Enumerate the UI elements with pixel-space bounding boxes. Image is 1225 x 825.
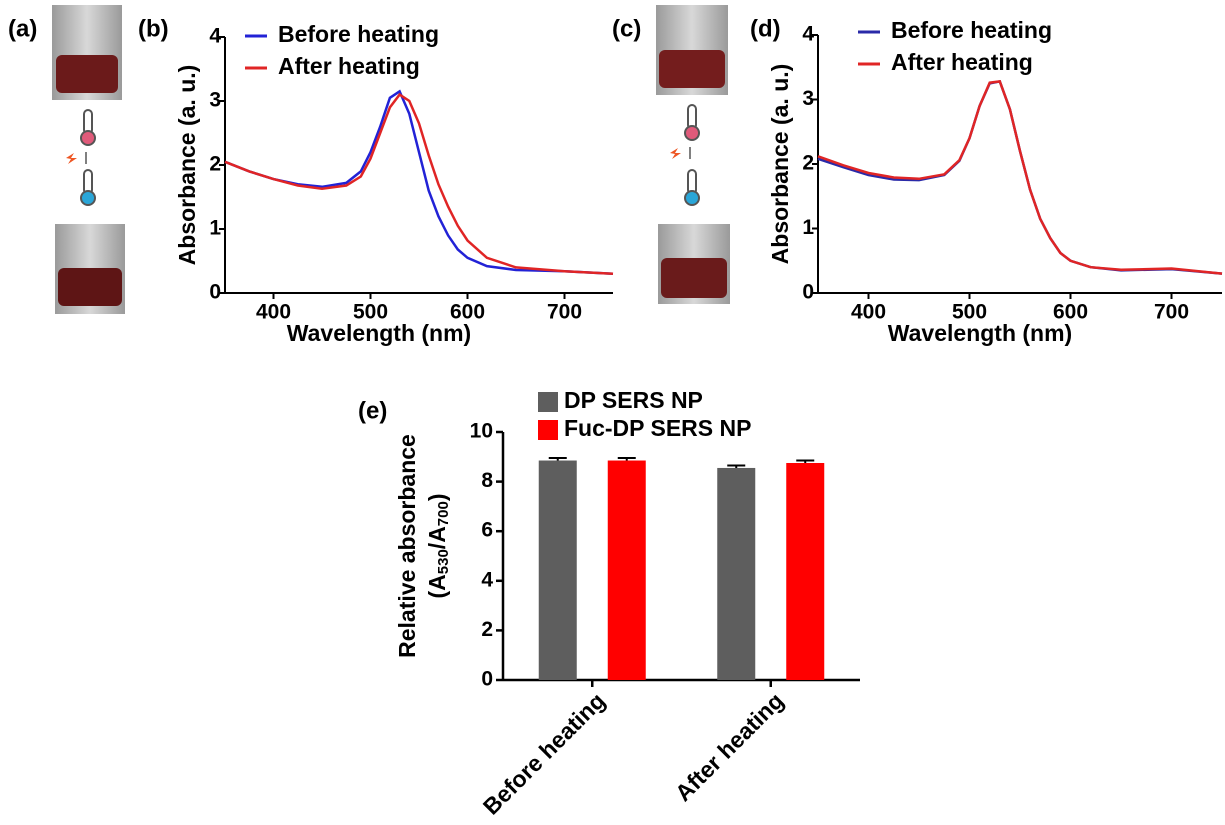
liquid [659, 50, 725, 88]
y-tick-label: 2 [481, 618, 493, 641]
y-tick-label: 4 [802, 23, 814, 46]
legend-label: Before heating [278, 21, 439, 47]
y-tick-label: 2 [209, 153, 221, 176]
legend-label: Before heating [891, 17, 1052, 43]
x-tick-label: 500 [952, 301, 987, 324]
y-tick-label: 0 [481, 668, 493, 691]
y-tick-label: 6 [481, 519, 493, 542]
x-axis-label: Wavelength (nm) [287, 320, 471, 346]
bar [717, 467, 756, 680]
error-bar [796, 459, 815, 463]
flame-icon [670, 148, 681, 159]
y-tick-label: 2 [802, 152, 814, 175]
thermometer-hot [80, 109, 96, 146]
y-tick-label: 1 [802, 216, 814, 239]
panel-label: (e) [358, 397, 387, 424]
series-line [224, 89, 614, 276]
y-tick-label: 8 [481, 469, 493, 492]
legend-label: Fuc-DP SERS NP [564, 415, 751, 441]
x-tick-label: 700 [1154, 301, 1189, 324]
series-line [817, 80, 1223, 275]
y-tick-label: 0 [802, 281, 814, 304]
legend-swatch [538, 392, 558, 412]
series-line [817, 79, 1223, 275]
error-bar [727, 464, 746, 468]
photo-panel-c [656, 5, 730, 304]
panel-label: (b) [138, 15, 169, 42]
liquid [58, 268, 122, 306]
x-tick-label: 700 [547, 301, 582, 324]
y-tick-label: 10 [470, 420, 493, 443]
y-axis-label: Absorbance (a. u.) [174, 65, 200, 266]
x-tick-label: 400 [851, 301, 886, 324]
y-tick-label: 3 [209, 89, 221, 112]
y-axis-label-part: ) [424, 493, 450, 501]
bar [607, 460, 646, 680]
error-bar [617, 457, 636, 461]
y-tick-label: 4 [209, 25, 221, 48]
y-tick-label: 3 [802, 87, 814, 110]
liquid [56, 55, 118, 93]
panel-label: (a) [8, 15, 37, 42]
x-tick-label: 600 [1053, 301, 1088, 324]
legend-label: After heating [891, 49, 1033, 75]
x-axis-label: Wavelength (nm) [888, 320, 1072, 346]
y-axis-label: Absorbance (a. u.) [767, 64, 793, 265]
photo-panel-a [52, 5, 125, 314]
y-axis-label-part: 530 [435, 549, 452, 574]
y-axis-label: (A530/A700) [424, 493, 452, 598]
thermometer-cold [684, 169, 700, 206]
legend-swatch [538, 420, 558, 440]
x-tick-label: 600 [450, 301, 485, 324]
error-bar [548, 457, 567, 461]
x-tick-label: 500 [353, 301, 388, 324]
x-tick-label: Before heating [478, 687, 610, 819]
x-tick-label: After heating [670, 687, 789, 806]
bar [538, 460, 577, 680]
legend-label: DP SERS NP [564, 387, 703, 413]
y-axis-label-part: (A [424, 574, 450, 598]
y-axis-label-part: /A [424, 526, 450, 549]
y-tick-label: 1 [209, 217, 221, 240]
y-axis-label: Relative absorbance [394, 434, 420, 658]
series-line [224, 92, 614, 276]
panel-label: (c) [612, 15, 641, 42]
thermometer-cold [80, 169, 96, 206]
thermometer-hot [684, 104, 700, 141]
y-tick-label: 0 [209, 281, 221, 304]
liquid [661, 258, 727, 298]
flame-icon [66, 153, 77, 164]
legend-label: After heating [278, 53, 420, 79]
bar [786, 463, 825, 680]
x-tick-label: 400 [256, 301, 291, 324]
panel-label: (d) [750, 15, 781, 42]
y-tick-label: 4 [481, 568, 493, 591]
y-axis-label-part: 700 [435, 501, 452, 526]
